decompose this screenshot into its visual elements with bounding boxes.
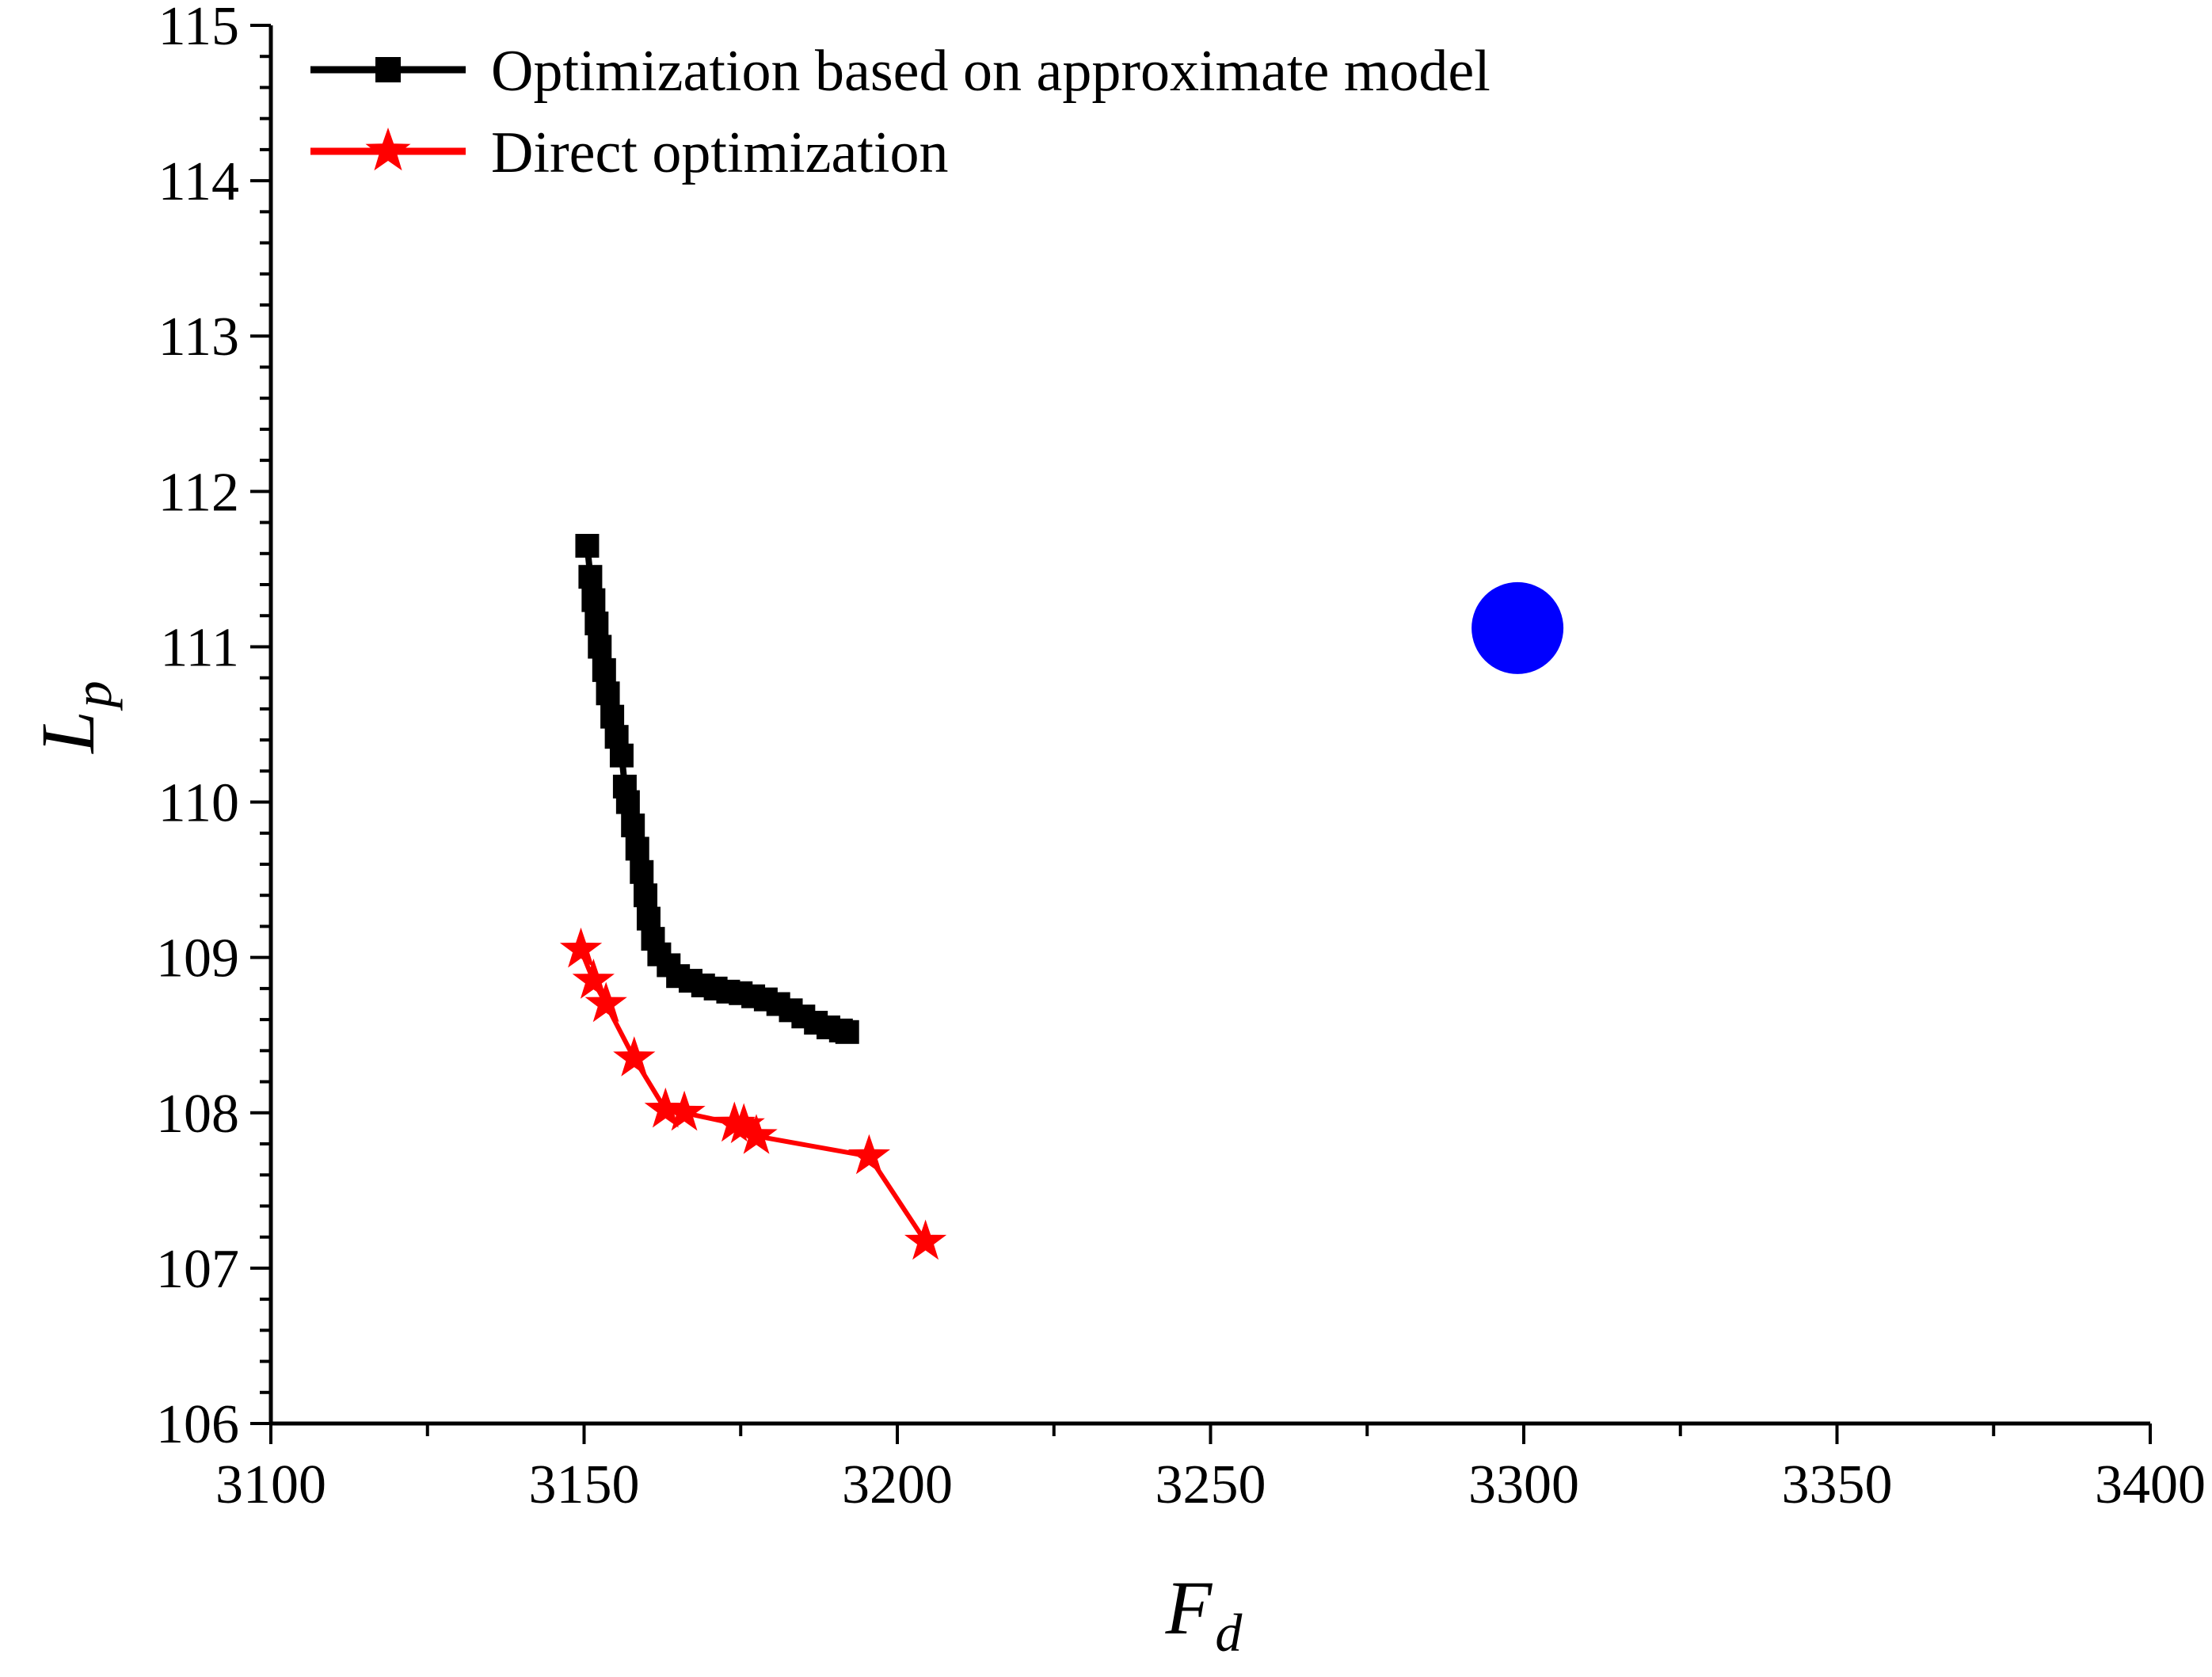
- x-tick-label: 3400: [2095, 1454, 2206, 1515]
- y-tick-label: 111: [160, 617, 239, 678]
- legend-label-approx: Optimization based on approximate model: [491, 39, 1491, 104]
- legend-marker-approx: [375, 57, 401, 82]
- x-tick-label: 3150: [529, 1454, 640, 1515]
- legend-star-shape: [365, 128, 411, 171]
- data-point: [904, 1219, 947, 1260]
- data-point: [847, 1134, 890, 1175]
- x-axis-title-main: F: [1165, 1565, 1213, 1650]
- y-tick-label: 115: [158, 0, 239, 57]
- data-point: [615, 790, 640, 814]
- data-point: [575, 533, 600, 558]
- y-axis-title-main: L: [25, 711, 110, 754]
- data-point: [559, 927, 603, 968]
- data-point: [572, 959, 615, 999]
- series-layer: [559, 533, 1564, 1260]
- data-point: [581, 588, 606, 612]
- data-point: [613, 1036, 656, 1077]
- y-tick-label: 110: [158, 773, 239, 834]
- x-axis-title-sub: d: [1215, 1603, 1243, 1663]
- x-tick-label: 3100: [215, 1454, 326, 1515]
- data-point: [663, 1090, 706, 1131]
- data-point: [621, 813, 645, 837]
- data-point: [835, 1020, 859, 1044]
- x-tick-label: 3200: [842, 1454, 953, 1515]
- y-tick-label: 107: [156, 1239, 239, 1300]
- y-tick-label: 108: [156, 1084, 239, 1145]
- data-point: [722, 1103, 765, 1144]
- data-point: [735, 1114, 778, 1154]
- data-point: [625, 837, 649, 861]
- y-tick-label: 114: [158, 151, 239, 212]
- legend: Optimization based on approximate model …: [310, 39, 1491, 185]
- data-point: [630, 859, 654, 884]
- x-tick-label: 3350: [1782, 1454, 1893, 1515]
- series-0: [575, 533, 859, 1044]
- data-point: [600, 704, 625, 729]
- y-tick-label: 112: [158, 462, 239, 523]
- legend-label-direct: Direct optimization: [491, 120, 948, 185]
- data-point: [634, 883, 658, 908]
- data-point: [609, 743, 634, 768]
- x-tick-label: 3300: [1468, 1454, 1579, 1515]
- data-point: [588, 635, 612, 659]
- y-axis-title-sub: p: [63, 680, 123, 711]
- series-1: [559, 927, 947, 1260]
- y-axis-title: Lp: [25, 680, 123, 754]
- y-tick-label: 113: [158, 307, 239, 368]
- series-2: [1471, 581, 1564, 674]
- axes-layer: 3100 3150 3200 3250 3300 3350 3400 106 107 108 109…: [156, 0, 2206, 1515]
- data-point: [578, 565, 603, 589]
- data-point: [584, 612, 609, 636]
- y-tick-label: 109: [156, 928, 239, 989]
- legend-marker-direct: [365, 128, 411, 171]
- svg-text:Lp: Lp: [25, 680, 123, 754]
- data-point: [584, 981, 627, 1023]
- data-point: [636, 906, 661, 931]
- x-tick-label: 3250: [1155, 1454, 1266, 1515]
- data-point: [592, 657, 616, 682]
- x-axis-title: Fd: [1165, 1565, 1243, 1663]
- y-tick-label: 106: [156, 1394, 239, 1455]
- data-point: [596, 681, 620, 706]
- data-point: [1471, 581, 1564, 674]
